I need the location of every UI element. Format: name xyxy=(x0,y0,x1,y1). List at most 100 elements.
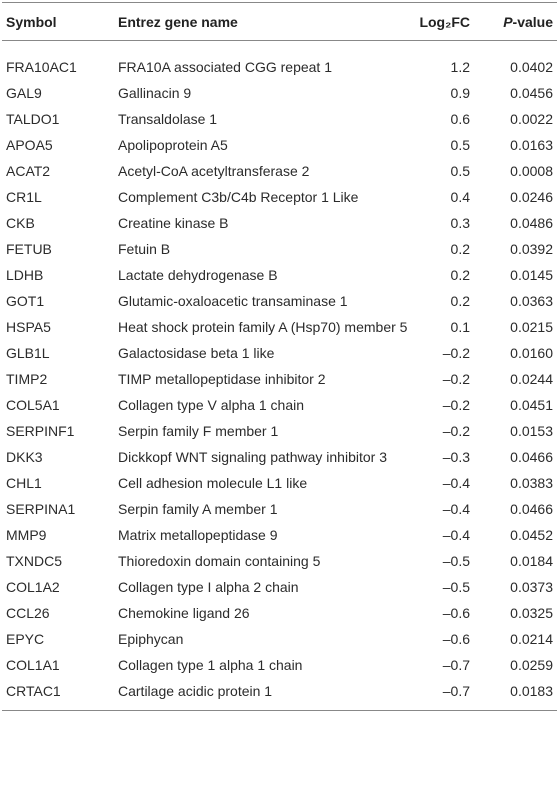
log2fc-cell: –0.2 xyxy=(442,345,470,361)
header-cell: P-value xyxy=(503,14,553,30)
symbol-cell: HSPA5 xyxy=(6,319,51,335)
table-row: TIMP2 TIMP metallopeptidase inhibitor 2 –0… xyxy=(2,366,557,392)
symbol-cell: COL1A2 xyxy=(6,579,60,595)
log2fc-cell: 0.9 xyxy=(450,85,470,101)
symbol-cell: SERPINA1 xyxy=(6,501,76,517)
p-value-cell: 0.0383 xyxy=(510,475,553,491)
table-row: GLB1L Galactosidase beta 1 like –0.2 0.0160 xyxy=(2,340,557,366)
table-row: FRA10AC1 FRA10A associated CGG repeat 1 1.… xyxy=(2,41,557,81)
p-value-cell: 0.0466 xyxy=(510,449,553,465)
p-value-cell: 0.0183 xyxy=(510,683,553,699)
table-row: MMP9 Matrix metallopeptidase 9 –0.4 0.0452 xyxy=(2,522,557,548)
table-row: EPYC Epiphycan –0.6 0.0214 xyxy=(2,626,557,652)
log2fc-cell: 0.4 xyxy=(450,189,470,205)
log2fc-cell: 0.1 xyxy=(450,319,470,335)
symbol-cell: MMP9 xyxy=(6,527,47,543)
header-row: Symbol Entrez gene name Log₂FC P-value xyxy=(2,2,557,41)
symbol-cell: CCL26 xyxy=(6,605,50,621)
table-body: FRA10AC1 FRA10A associated CGG repeat 1 1.… xyxy=(2,41,557,711)
gene-name-cell: Matrix metallopeptidase 9 xyxy=(118,527,278,543)
gene-name-cell: TIMP metallopeptidase inhibitor 2 xyxy=(118,371,326,387)
table-row: TXNDC5 Thioredoxin domain containing 5 –0.… xyxy=(2,548,557,574)
p-value-cell: 0.0373 xyxy=(510,579,553,595)
header-cell: Symbol xyxy=(6,14,57,30)
log2fc-cell: 0.2 xyxy=(450,293,470,309)
p-value-cell: 0.0215 xyxy=(510,319,553,335)
p-value-cell: 0.0022 xyxy=(510,111,553,127)
p-value-cell: 0.0145 xyxy=(510,267,553,283)
table-row: COL5A1 Collagen type V alpha 1 chain –0.2 0… xyxy=(2,392,557,418)
log2fc-cell: 1.2 xyxy=(450,59,470,75)
p-value-cell: 0.0325 xyxy=(510,605,553,621)
table-row: CRTAC1 Cartilage acidic protein 1 –0.7 0.01… xyxy=(2,678,557,711)
gene-name-cell: Apolipoprotein A5 xyxy=(118,137,228,153)
log2fc-cell: –0.4 xyxy=(442,501,470,517)
log2fc-cell: –0.5 xyxy=(442,553,470,569)
table-row: DKK3 Dickkopf WNT signaling pathway inhib… xyxy=(2,444,557,470)
log2fc-cell: –0.7 xyxy=(442,683,470,699)
symbol-cell: CKB xyxy=(6,215,35,231)
log2fc-cell: –0.6 xyxy=(442,631,470,647)
symbol-cell: TALDO1 xyxy=(6,111,60,127)
table-row: APOA5 Apolipoprotein A5 0.5 0.0163 xyxy=(2,132,557,158)
gene-name-cell: Galactosidase beta 1 like xyxy=(118,345,275,361)
gene-name-cell: Serpin family A member 1 xyxy=(118,501,278,517)
p-value-cell: 0.0452 xyxy=(510,527,553,543)
p-value-cell: 0.0456 xyxy=(510,85,553,101)
symbol-cell: CHL1 xyxy=(6,475,42,491)
gene-name-cell: Collagen type V alpha 1 chain xyxy=(118,397,305,413)
table-row: COL1A1 Collagen type 1 alpha 1 chain –0.7 0… xyxy=(2,652,557,678)
table-row: GOT1 Glutamic-oxaloacetic transaminase 1 0… xyxy=(2,288,557,314)
log2fc-cell: 0.6 xyxy=(450,111,470,127)
gene-name-cell: Serpin family F member 1 xyxy=(118,423,279,439)
gene-name-cell: Dickkopf WNT signaling pathway inhibitor… xyxy=(118,449,387,465)
gene-name-cell: Cartilage acidic protein 1 xyxy=(118,683,273,699)
symbol-cell: FETUB xyxy=(6,241,52,257)
log2fc-cell: 0.3 xyxy=(450,215,470,231)
data-table: Symbol Entrez gene name Log₂FC P-value FRA1… xyxy=(2,2,557,711)
symbol-cell: ACAT2 xyxy=(6,163,51,179)
gene-name-cell: Heat shock protein family A (Hsp70) memb… xyxy=(118,319,408,335)
p-value-cell: 0.0244 xyxy=(510,371,553,387)
symbol-cell: SERPINF1 xyxy=(6,423,75,439)
gene-name-cell: Transaldolase 1 xyxy=(118,111,218,127)
table-row: LDHB Lactate dehydrogenase B 0.2 0.0145 xyxy=(2,262,557,288)
p-value-cell: 0.0259 xyxy=(510,657,553,673)
log2fc-cell: 0.5 xyxy=(450,163,470,179)
p-value-cell: 0.0184 xyxy=(510,553,553,569)
p-value-cell: 0.0246 xyxy=(510,189,553,205)
header-cell: Log₂FC xyxy=(419,14,470,30)
log2fc-cell: –0.4 xyxy=(442,475,470,491)
log2fc-cell: 0.2 xyxy=(450,241,470,257)
symbol-cell: APOA5 xyxy=(6,137,53,153)
table-row: CR1L Complement C3b/C4b Receptor 1 Like 0.… xyxy=(2,184,557,210)
symbol-cell: GLB1L xyxy=(6,345,50,361)
symbol-cell: EPYC xyxy=(6,631,45,647)
gene-name-cell: Thioredoxin domain containing 5 xyxy=(118,553,321,569)
log2fc-cell: –0.2 xyxy=(442,397,470,413)
table-row: CKB Creatine kinase B 0.3 0.0486 xyxy=(2,210,557,236)
table-row: COL1A2 Collagen type I alpha 2 chain –0.5 0… xyxy=(2,574,557,600)
log2fc-cell: –0.4 xyxy=(442,527,470,543)
symbol-cell: CRTAC1 xyxy=(6,683,61,699)
table-row: SERPINA1 Serpin family A member 1 –0.4 0.04… xyxy=(2,496,557,522)
table-row: SERPINF1 Serpin family F member 1 –0.2 0.01… xyxy=(2,418,557,444)
gene-name-cell: Chemokine ligand 26 xyxy=(118,605,250,621)
symbol-cell: CR1L xyxy=(6,189,42,205)
p-value-cell: 0.0392 xyxy=(510,241,553,257)
table-row: GAL9 Gallinacin 9 0.9 0.0456 xyxy=(2,80,557,106)
gene-name-cell: FRA10A associated CGG repeat 1 xyxy=(118,59,332,75)
table-row: ACAT2 Acetyl-CoA acetyltransferase 2 0.5 0.… xyxy=(2,158,557,184)
p-value-cell: 0.0008 xyxy=(510,163,553,179)
p-value-cell: 0.0466 xyxy=(510,501,553,517)
log2fc-cell: –0.5 xyxy=(442,579,470,595)
symbol-cell: GOT1 xyxy=(6,293,45,309)
table-row: HSPA5 Heat shock protein family A (Hsp70)… xyxy=(2,314,557,340)
gene-name-cell: Creatine kinase B xyxy=(118,215,229,231)
table-row: CHL1 Cell adhesion molecule L1 like –0.4 0.… xyxy=(2,470,557,496)
table-header: Symbol Entrez gene name Log₂FC P-value xyxy=(2,2,557,41)
gene-name-cell: Fetuin B xyxy=(118,241,171,257)
gene-name-cell: Collagen type I alpha 2 chain xyxy=(118,579,299,595)
symbol-cell: GAL9 xyxy=(6,85,42,101)
p-value-cell: 0.0160 xyxy=(510,345,553,361)
